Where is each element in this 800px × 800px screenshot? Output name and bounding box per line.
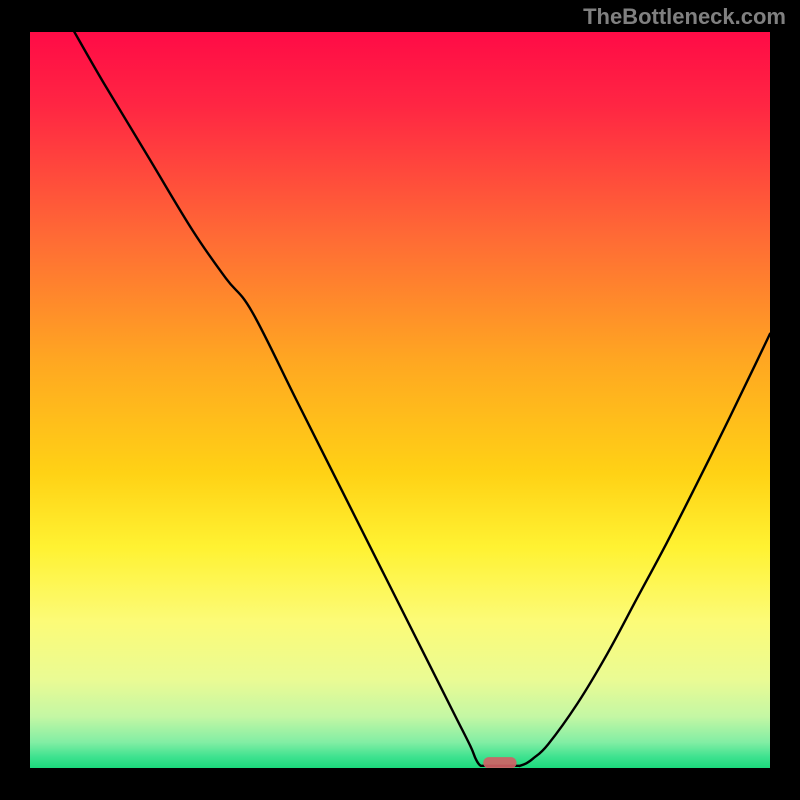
optimal-marker [483, 757, 516, 768]
watermark-text: TheBottleneck.com [583, 4, 786, 30]
chart-svg [30, 32, 770, 768]
stage: TheBottleneck.com [0, 0, 800, 800]
bottleneck-chart [30, 32, 770, 768]
gradient-background [30, 32, 770, 768]
